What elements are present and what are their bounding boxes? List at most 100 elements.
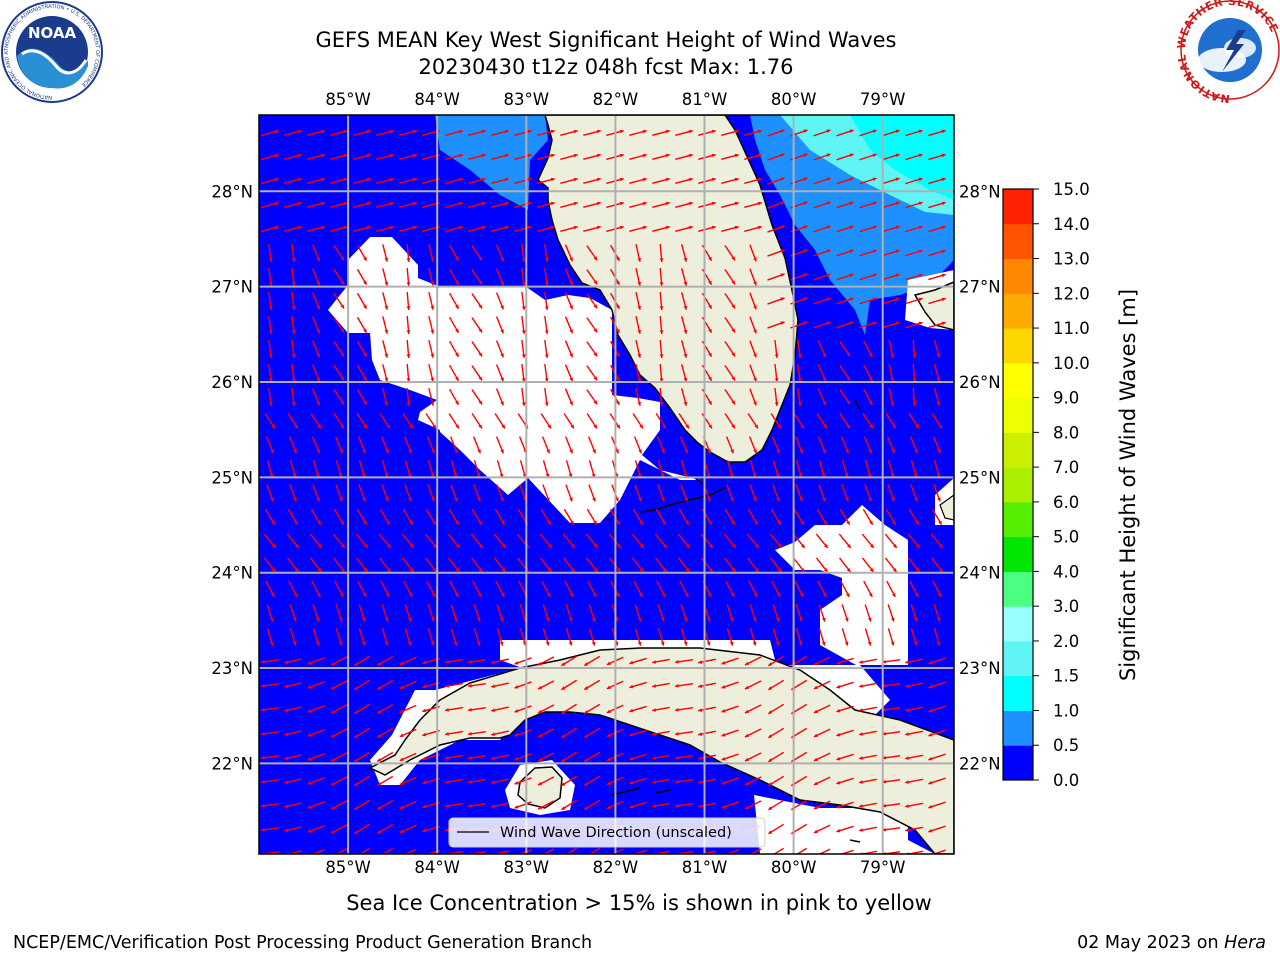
colorbar-swatch xyxy=(1003,501,1033,538)
wave-direction-arrow xyxy=(406,315,411,335)
wave-direction-arrow xyxy=(746,533,760,549)
lat-label: 24°N xyxy=(959,564,1001,583)
wave-direction-arrow xyxy=(632,508,644,526)
wave-direction-arrow xyxy=(680,484,688,502)
wave-direction-arrow xyxy=(634,484,642,502)
wave-direction-arrow xyxy=(721,705,739,713)
graticule xyxy=(259,115,954,854)
wind-wave-arrows xyxy=(260,129,946,854)
wave-direction-arrow xyxy=(333,269,345,285)
wave-direction-arrow xyxy=(912,363,917,383)
wave-direction-arrow xyxy=(330,752,348,762)
wave-direction-arrow xyxy=(859,153,877,161)
wave-direction-arrow xyxy=(678,413,690,429)
wave-direction-arrow xyxy=(795,847,808,854)
date-line: 02 May 2023 on Hera xyxy=(1077,932,1266,954)
wave-direction-arrow xyxy=(744,728,762,738)
wave-direction-arrow xyxy=(399,776,417,786)
wave-direction-arrow xyxy=(353,703,371,715)
wave-direction-arrow xyxy=(334,436,344,454)
legend-label: Wind Wave Direction (unscaled) xyxy=(500,825,732,841)
wave-direction-arrow xyxy=(747,413,759,429)
wave-direction-arrow xyxy=(888,388,895,406)
wave-direction-arrow xyxy=(353,751,371,763)
wave-direction-arrow xyxy=(698,129,716,137)
wave-direction-arrow xyxy=(652,153,670,161)
wave-direction-arrow xyxy=(583,655,601,667)
wave-direction-arrow xyxy=(767,129,785,137)
wave-direction-arrow xyxy=(491,682,509,689)
wave-direction-arrow xyxy=(813,680,831,690)
wave-direction-arrow xyxy=(330,704,348,714)
arrow-legend: Wind Wave Direction (unscaled) xyxy=(448,817,766,848)
wave-direction-arrow xyxy=(399,728,417,738)
lat-label: 28°N xyxy=(959,182,1001,201)
wave-direction-arrow xyxy=(544,387,549,407)
wave-direction-arrow xyxy=(471,365,483,381)
wave-direction-arrow xyxy=(629,777,647,785)
lon-label: 85°W xyxy=(325,858,371,877)
wave-direction-arrow xyxy=(928,297,946,305)
colorbar: 0.0 0.5 1.0 1.5 2.0 3.0 4.0 5.0 6.0 7.0 8.0 9.0 10.0… xyxy=(1002,180,1090,790)
wave-direction-arrow xyxy=(376,823,394,835)
lon-label: 85°W xyxy=(325,90,371,109)
wave-direction-arrow xyxy=(521,315,526,335)
wave-direction-arrow xyxy=(356,292,368,310)
wave-direction-arrow xyxy=(428,340,435,358)
wave-direction-arrow xyxy=(635,292,642,310)
wave-direction-arrow xyxy=(514,153,532,161)
wave-direction-arrow xyxy=(560,703,578,715)
wave-direction-arrow xyxy=(770,413,782,429)
wave-direction-arrow xyxy=(882,129,900,137)
wave-direction-arrow xyxy=(260,730,280,736)
wave-direction-arrow xyxy=(836,681,854,689)
wave-direction-arrow xyxy=(767,751,785,763)
wave-direction-arrow xyxy=(467,755,487,760)
wave-direction-arrow xyxy=(836,177,854,185)
wave-direction-arrow xyxy=(813,249,831,257)
wave-direction-arrow xyxy=(905,658,923,664)
wave-direction-arrow xyxy=(332,533,346,549)
wave-direction-arrow xyxy=(291,267,296,287)
wave-direction-arrow xyxy=(470,557,484,573)
wave-direction-arrow xyxy=(448,244,460,262)
wave-direction-arrow xyxy=(563,413,575,429)
wave-direction-arrow xyxy=(268,363,273,383)
longitude-labels-bottom: 85°W 84°W 83°W 82°W 81°W 80°W 79°W xyxy=(325,858,905,877)
wave-direction-arrow xyxy=(353,153,371,161)
wave-direction-arrow xyxy=(542,604,550,622)
wave-direction-arrow xyxy=(565,628,573,646)
wave-direction-arrow xyxy=(839,341,851,357)
wave-direction-arrow xyxy=(378,557,392,573)
wave-direction-arrow xyxy=(495,316,505,334)
wave-direction-arrow xyxy=(744,704,762,714)
wave-direction-arrow xyxy=(382,316,389,334)
wave-direction-arrow xyxy=(471,508,483,526)
wave-direction-arrow xyxy=(330,201,348,209)
wave-direction-arrow xyxy=(307,177,325,185)
wave-direction-arrow xyxy=(656,436,666,454)
wave-direction-arrow xyxy=(652,778,670,784)
wave-direction-arrow xyxy=(928,801,946,809)
wave-direction-arrow xyxy=(588,847,601,854)
wave-direction-arrow xyxy=(284,706,302,713)
credit-line: NCEP/EMC/Verification Post Processing Pr… xyxy=(13,933,593,953)
colorbar-swatch xyxy=(1003,397,1033,433)
wave-direction-arrow xyxy=(633,580,643,598)
wave-direction-arrow xyxy=(491,706,509,713)
wave-direction-arrow xyxy=(399,225,417,233)
wave-direction-arrow xyxy=(494,508,506,526)
wave-direction-arrow xyxy=(744,680,762,690)
florida-keys xyxy=(604,477,726,521)
wave-direction-arrow xyxy=(378,533,392,549)
wave-direction-arrow xyxy=(885,508,897,526)
wave-direction-arrow xyxy=(382,244,389,262)
wave-direction-arrow xyxy=(859,706,877,712)
wave-direction-arrow xyxy=(472,436,482,454)
wave-direction-arrow xyxy=(291,291,296,311)
wave-direction-arrow xyxy=(406,243,411,263)
wave-direction-arrow xyxy=(381,604,389,622)
wave-direction-arrow xyxy=(882,273,900,281)
wave-direction-arrow xyxy=(721,129,739,137)
wave-direction-arrow xyxy=(495,268,505,286)
